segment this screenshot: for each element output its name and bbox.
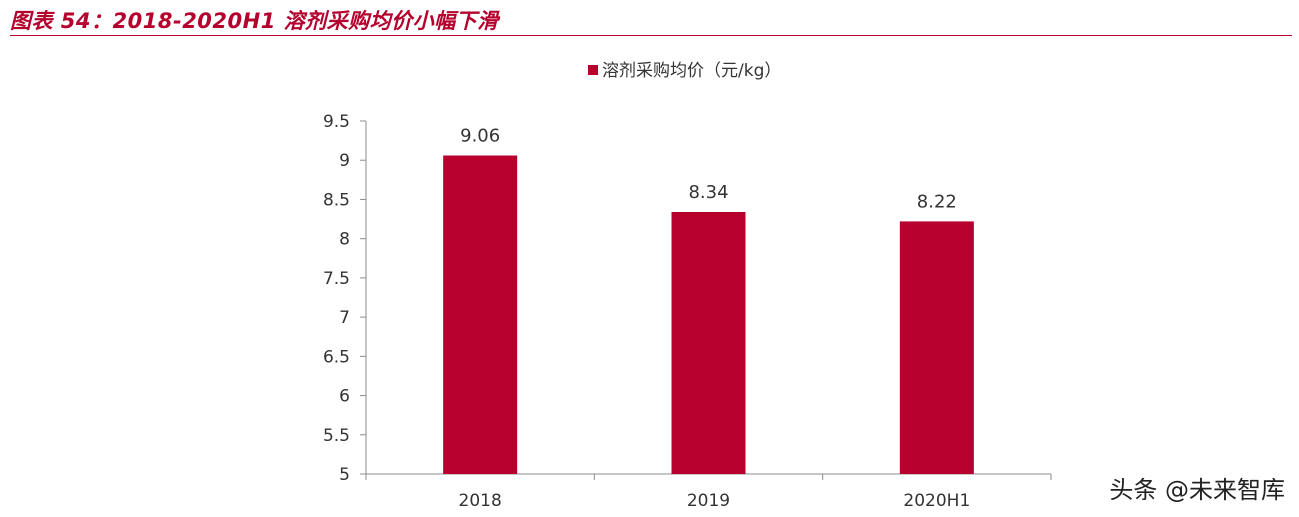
chart-bars [443, 155, 974, 475]
bar-2019 [671, 211, 746, 475]
data-label: 8.34 [688, 182, 728, 203]
y-tick-label: 5.5 [323, 426, 350, 446]
y-tick-label: 8 [339, 230, 350, 250]
legend-swatch [588, 65, 598, 75]
x-category-label: 2020H1 [903, 491, 970, 511]
y-tick-label: 5 [339, 465, 350, 485]
title-divider [10, 35, 1292, 36]
x-category-label: 2019 [687, 491, 730, 511]
data-label: 8.22 [917, 191, 957, 212]
y-tick-label: 9 [339, 151, 350, 171]
y-tick-label: 6 [339, 387, 350, 407]
legend-label: 溶剂采购均价（元/kg） [602, 61, 781, 81]
x-category-label: 2018 [459, 491, 502, 511]
figure-title: 图表 54：2018-2020H1 溶剂采购均价小幅下滑 [10, 9, 499, 33]
watermark-text: 头条 @未来智库 [1109, 476, 1285, 504]
data-label: 9.06 [460, 126, 500, 147]
y-tick-label: 7.5 [323, 269, 350, 289]
bar-2018 [443, 155, 518, 474]
bar-2020H1 [899, 221, 974, 474]
y-tick-label: 8.5 [323, 190, 350, 210]
y-tick-label: 7 [339, 308, 350, 328]
y-tick-label: 6.5 [323, 347, 350, 367]
y-tick-label: 9.5 [323, 112, 350, 132]
chart-legend: 溶剂采购均价（元/kg） [588, 61, 781, 81]
chart-labels: 9.06 2018 8.34 2019 8.22 2020H1 [459, 126, 971, 511]
